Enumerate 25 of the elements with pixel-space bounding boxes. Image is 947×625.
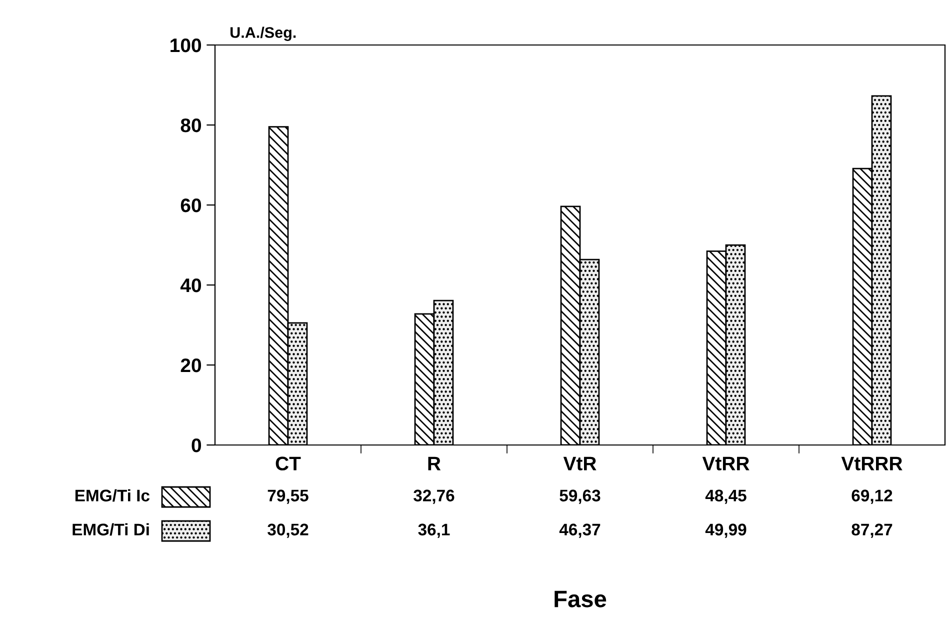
y-axis-title: U.A./Seg. — [230, 26, 296, 41]
legend-label: EMG/Ti Ic — [75, 489, 150, 502]
data-label: 46,37 — [559, 524, 600, 538]
data-label: 87,27 — [852, 524, 892, 538]
y-tick-label: 80 — [180, 118, 202, 132]
y-tick-label: 40 — [180, 278, 202, 292]
x-tick-label: R — [428, 456, 441, 470]
y-tick-label: 100 — [170, 38, 202, 52]
data-label: 69,12 — [852, 490, 892, 504]
legend-label: EMG/Ti Di — [72, 523, 149, 536]
data-label: 48,45 — [705, 490, 746, 504]
y-tick-label: 0 — [192, 438, 202, 452]
x-tick-label: VtRR — [702, 456, 750, 470]
data-label: 49,99 — [705, 524, 746, 538]
y-tick-label: 20 — [180, 358, 202, 372]
x-tick-label: VtRRR — [841, 456, 902, 470]
x-tick-label: VtR — [563, 456, 596, 470]
data-label: 32,76 — [414, 490, 454, 504]
data-label: 30,52 — [268, 524, 308, 538]
data-label: 59,63 — [560, 490, 600, 504]
text: Fase — [554, 590, 606, 608]
x-tick-label: CT — [276, 456, 301, 470]
data-label: 79,55 — [268, 490, 308, 504]
y-tick-label: 60 — [180, 198, 202, 212]
data-label: 36,1 — [418, 524, 450, 538]
